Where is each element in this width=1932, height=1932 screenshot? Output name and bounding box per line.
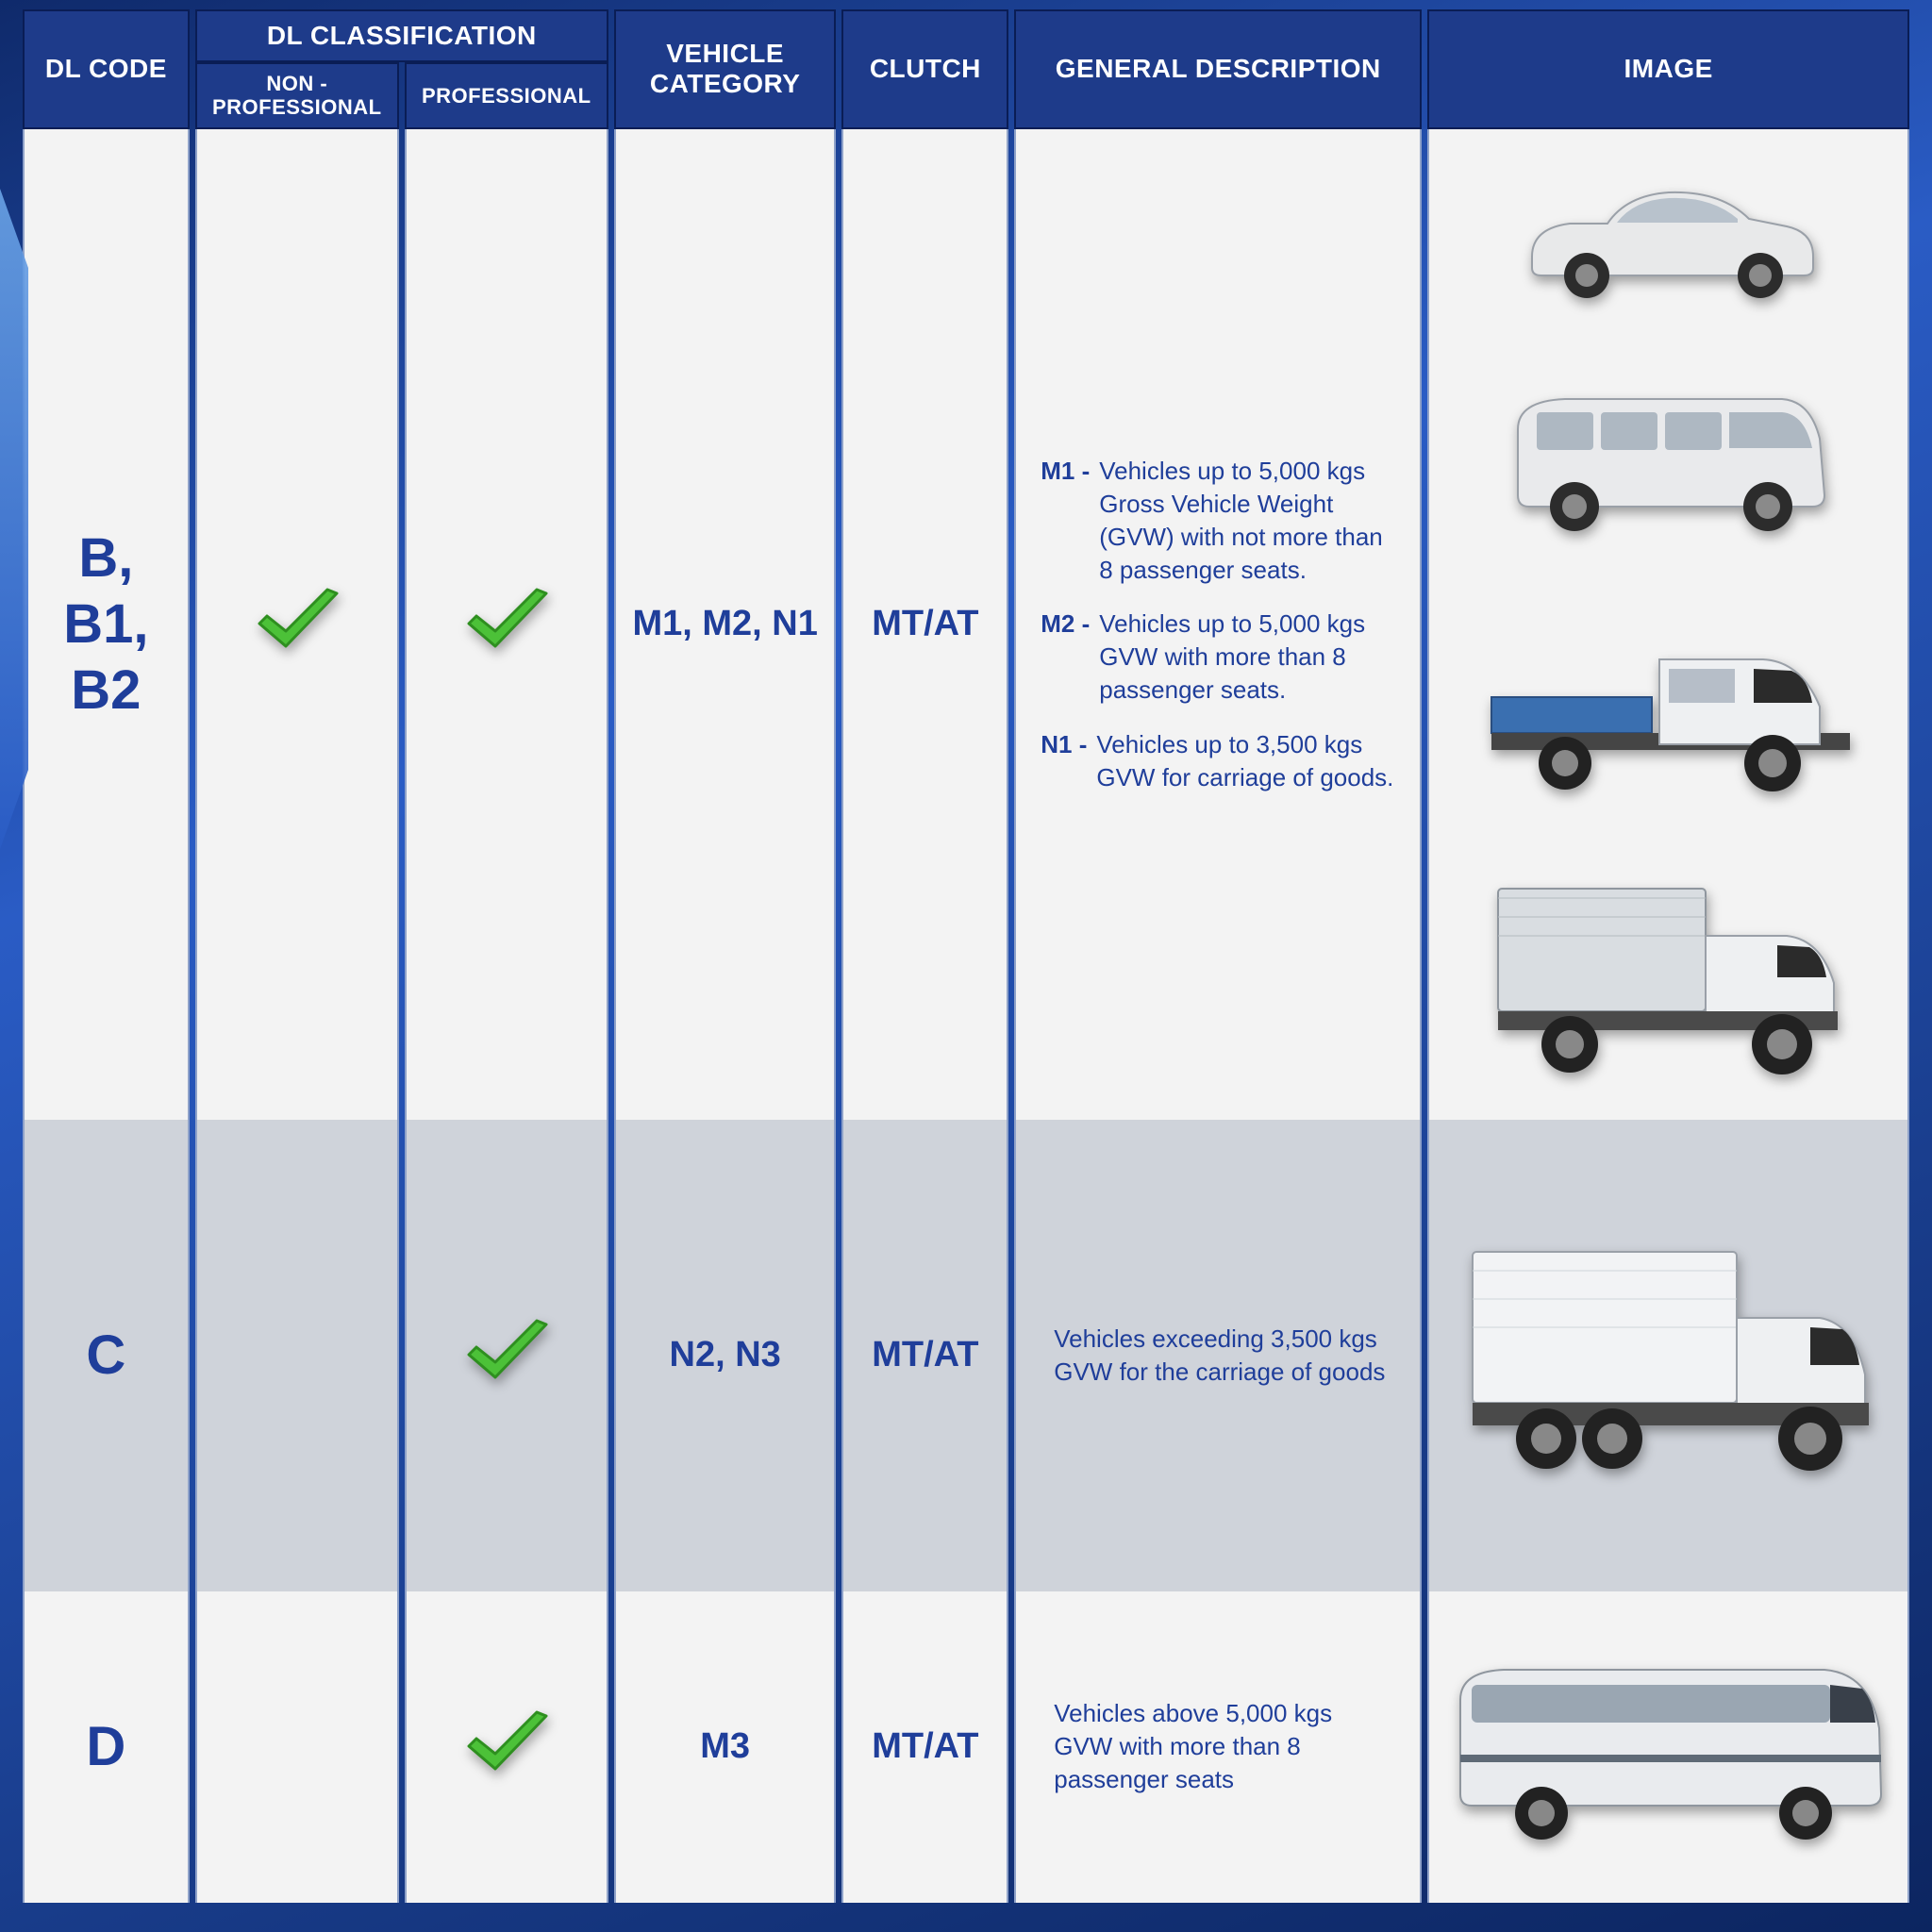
dl-classification-table: DL CODE DL CLASSIFICATION VEHICLE CATEGO… [17,9,1915,1903]
description-b: M1 -Vehicles up to 5,000 kgs Gross Vehic… [1016,455,1420,794]
desc-label: N1 - [1041,728,1087,794]
desc-text: Vehicles up to 3,500 kgs GVW for carriag… [1096,728,1403,794]
check-icon [459,584,554,659]
description-d: Vehicles above 5,000 kgs GVW with more t… [1016,1697,1420,1796]
van-icon [1499,363,1839,542]
check-icon [459,1707,554,1782]
clutch-d: MT/AT [843,1724,1007,1770]
header-professional: PROFESSIONAL [405,62,608,129]
cell-pro-c [405,1120,608,1591]
header-vehicle-category: VEHICLE CATEGORY [614,9,837,129]
page-frame: DL CODE DL CLASSIFICATION VEHICLE CATEGO… [0,0,1932,1932]
cell-nonpro-c [195,1120,399,1591]
cell-nonpro-b [195,129,399,1120]
header-non-professional: NON - PROFESSIONAL [195,62,399,129]
dl-code-b: B, B1, B2 [25,525,188,723]
description-c: Vehicles exceeding 3,500 kgs GVW for the… [1016,1323,1420,1389]
header-image: IMAGE [1427,9,1909,129]
header-clutch: CLUTCH [841,9,1008,129]
decorative-edge [0,189,28,849]
vehicle-category-d: M3 [616,1724,835,1770]
header-general-description: GENERAL DESCRIPTION [1014,9,1422,129]
dropside-truck-icon [1480,603,1857,801]
clutch-b: MT/AT [843,602,1007,647]
table-row: C N2, N3 MT/AT Vehicles exceeding 3,500 … [23,1120,1909,1591]
large-box-truck-icon [1461,1233,1876,1478]
desc-text: Vehicles up to 5,000 kgs Gross Vehicle W… [1099,455,1403,587]
image-stack-b [1435,141,1902,1108]
check-icon [250,584,344,659]
clutch-c: MT/AT [843,1333,1007,1378]
closed-van-truck-icon [1485,860,1853,1087]
header-dl-code: DL CODE [23,9,190,129]
table-row: D M3 MT/AT Vehicles above 5,000 kgs GVW … [23,1591,1909,1903]
vehicle-category-c: N2, N3 [616,1333,835,1378]
vehicle-category-b: M1, M2, N1 [616,602,835,647]
dl-code-c: C [25,1323,188,1389]
cell-pro-b [405,129,608,1120]
table-row: B, B1, B2 M1, M2, N1 MT/AT M1 -Vehicles … [23,129,1909,1120]
header-dl-classification: DL CLASSIFICATION [195,9,608,62]
desc-label: M1 - [1041,455,1090,587]
cell-pro-d [405,1591,608,1903]
check-icon [459,1315,554,1391]
dl-code-d: D [25,1714,188,1780]
image-stack-d [1435,1603,1902,1891]
image-stack-c [1435,1131,1902,1580]
desc-text: Vehicles up to 5,000 kgs GVW with more t… [1099,608,1403,707]
coach-bus-icon [1447,1643,1890,1851]
desc-label: M2 - [1041,608,1090,707]
sedan-icon [1513,162,1824,304]
cell-nonpro-d [195,1591,399,1903]
